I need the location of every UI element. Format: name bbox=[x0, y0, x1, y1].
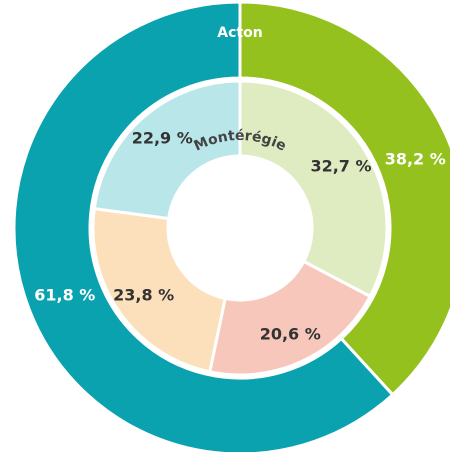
value-label: 32,7 % bbox=[310, 156, 371, 175]
slice bbox=[238, 0, 450, 397]
value-label: 38,2 % bbox=[385, 149, 446, 168]
ring-label: Acton bbox=[217, 25, 262, 41]
value-label: 22,9 % bbox=[132, 129, 193, 148]
value-label: 61,8 % bbox=[34, 286, 95, 305]
slice bbox=[12, 0, 395, 452]
slice bbox=[91, 206, 227, 374]
value-label: 23,8 % bbox=[113, 286, 174, 305]
slice bbox=[238, 79, 389, 299]
slice bbox=[207, 259, 373, 377]
slice bbox=[92, 79, 242, 221]
value-label: 20,6 % bbox=[260, 324, 321, 343]
